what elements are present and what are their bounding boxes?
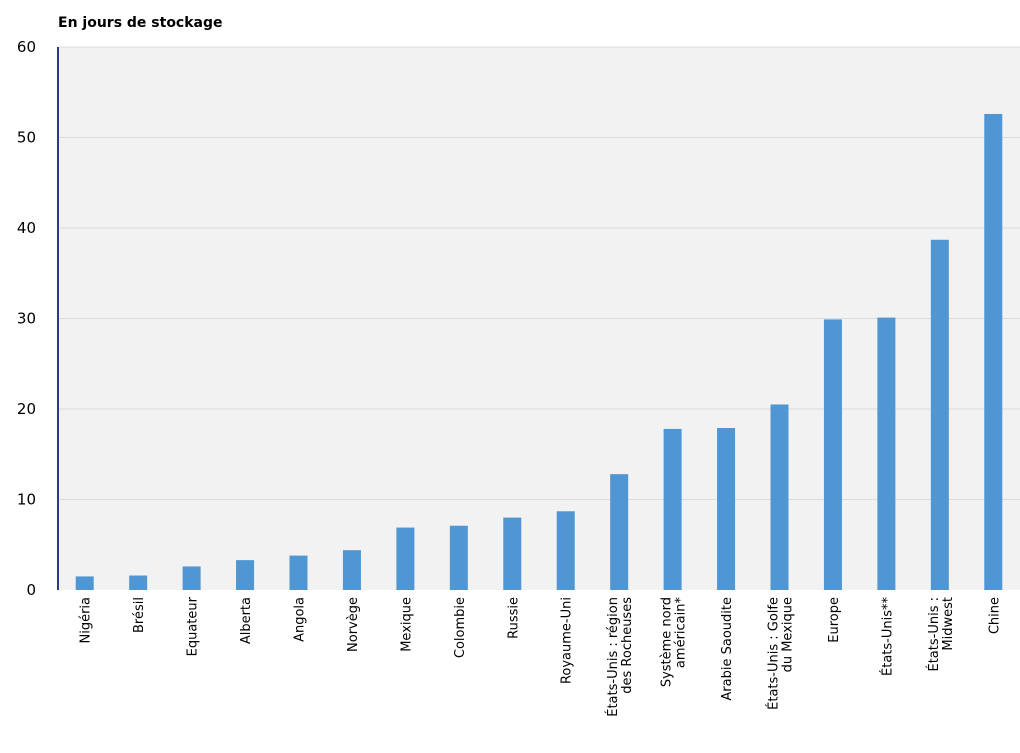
x-category-label: Equateur bbox=[186, 596, 201, 656]
bar bbox=[930, 239, 949, 590]
y-tick-label: 50 bbox=[17, 129, 36, 147]
bar bbox=[823, 319, 842, 590]
bar bbox=[503, 517, 522, 590]
y-tick-label: 40 bbox=[17, 219, 36, 237]
bar bbox=[610, 474, 629, 590]
y-tick-label: 10 bbox=[17, 491, 36, 509]
bar bbox=[717, 428, 736, 590]
gridlines bbox=[58, 46, 1020, 500]
y-tick-label: 20 bbox=[17, 400, 36, 418]
bar bbox=[289, 555, 308, 590]
x-category-label: Europe bbox=[827, 597, 842, 643]
x-category-label: Système nord bbox=[660, 597, 675, 687]
x-category-label: Norvège bbox=[346, 597, 361, 652]
bar bbox=[182, 566, 201, 590]
x-category-label: Brésil bbox=[132, 597, 147, 633]
x-category-label: Chine bbox=[987, 597, 1002, 634]
y-axis-title: En jours de stockage bbox=[58, 15, 223, 31]
x-category-label: Royaume-Uni bbox=[560, 597, 575, 684]
x-category-label: Angola bbox=[293, 597, 308, 642]
bars bbox=[75, 113, 1003, 590]
x-category-label: Midwest bbox=[941, 597, 956, 651]
bar bbox=[663, 428, 682, 590]
bar bbox=[342, 550, 361, 590]
x-category-label: Russie bbox=[506, 597, 521, 639]
bar bbox=[770, 404, 789, 590]
x-category-label: du Mexique bbox=[781, 597, 796, 672]
y-tick-label: 30 bbox=[17, 310, 36, 328]
x-category-label: des Rocheuses bbox=[620, 597, 635, 694]
x-category-label: Nigéria bbox=[79, 597, 94, 644]
x-category-label: Alberta bbox=[239, 597, 254, 644]
bar bbox=[236, 560, 255, 590]
x-category-label: Mexique bbox=[399, 597, 414, 652]
bar bbox=[449, 525, 468, 590]
x-category-label: États-Unis** bbox=[879, 597, 895, 676]
bar bbox=[396, 527, 415, 590]
y-tick-label: 60 bbox=[17, 38, 36, 56]
bar bbox=[75, 576, 94, 590]
x-category-label: États-Unis : bbox=[926, 597, 942, 672]
bar bbox=[556, 511, 575, 590]
x-category-label: États-Unis : Golfe bbox=[766, 597, 782, 710]
bar bbox=[984, 113, 1003, 590]
y-tick-label: 0 bbox=[26, 581, 36, 599]
x-category-label: Arabie Saoudite bbox=[720, 597, 735, 701]
x-category-labels: Nigéria Brésil Equateur Alberta Angola Norvèg… bbox=[79, 596, 1003, 716]
x-category-label: États-Unis : région bbox=[605, 597, 621, 717]
bar bbox=[877, 317, 896, 590]
x-category-label: Colombie bbox=[453, 597, 468, 658]
bar bbox=[129, 575, 148, 590]
y-tick-labels: 0 10 20 30 40 50 60 bbox=[17, 38, 36, 599]
x-category-label: américain* bbox=[674, 597, 689, 669]
